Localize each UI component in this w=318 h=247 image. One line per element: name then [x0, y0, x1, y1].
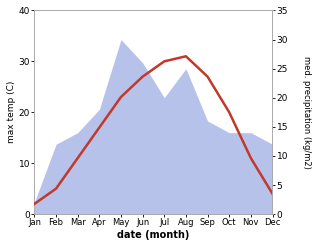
Y-axis label: med. precipitation (kg/m2): med. precipitation (kg/m2) — [302, 56, 311, 169]
Y-axis label: max temp (C): max temp (C) — [7, 81, 16, 144]
X-axis label: date (month): date (month) — [117, 230, 190, 240]
